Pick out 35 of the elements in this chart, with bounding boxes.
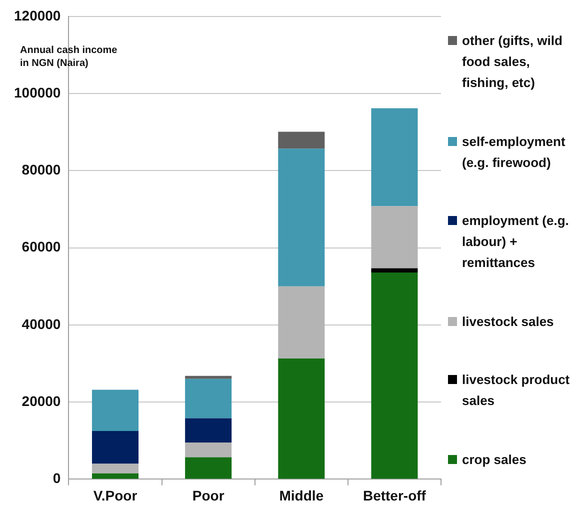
legend-label: livestock product sales: [462, 371, 571, 410]
legend-label: livestock sales: [462, 312, 554, 331]
legend-label: other (gifts, wild food sales, fishing, etc): [462, 32, 564, 92]
y-tick-label: 60000: [22, 238, 61, 255]
bar: [92, 430, 139, 464]
x-tick-label: V.Poor: [93, 487, 138, 504]
bar: [185, 378, 232, 418]
bar: [92, 464, 139, 474]
bar: [185, 376, 232, 379]
bar: [278, 132, 325, 149]
bar: [185, 442, 232, 458]
bar: [278, 358, 325, 479]
bar: [278, 286, 325, 358]
legend-label: self-employment (e.g. firewood): [462, 132, 566, 172]
x-tick-label: Middle: [279, 487, 324, 504]
x-tick-label: Better-off: [362, 487, 426, 504]
bar: [185, 418, 232, 443]
y-axis-title: Annual cash income in NGN (Naira): [20, 44, 118, 70]
bar: [92, 473, 139, 479]
bar: [371, 206, 418, 268]
legend-label: employment (e.g. labour) + remittances: [462, 212, 570, 272]
y-tick-label: 80000: [22, 162, 61, 178]
y-tick-label: 40000: [22, 316, 61, 332]
y-tick-label: 20000: [22, 392, 61, 409]
bar: [371, 272, 418, 479]
bar: [278, 148, 325, 286]
x-tick-label: Poor: [192, 487, 225, 504]
y-tick-label: 0: [52, 470, 61, 486]
bar: [185, 457, 232, 479]
bar: [371, 108, 418, 206]
y-tick-label: 120000: [14, 7, 61, 24]
bar: [92, 390, 139, 431]
y-tick-label: 100000: [14, 84, 61, 100]
bar: [371, 268, 418, 272]
legend-label: crop sales: [462, 450, 526, 469]
